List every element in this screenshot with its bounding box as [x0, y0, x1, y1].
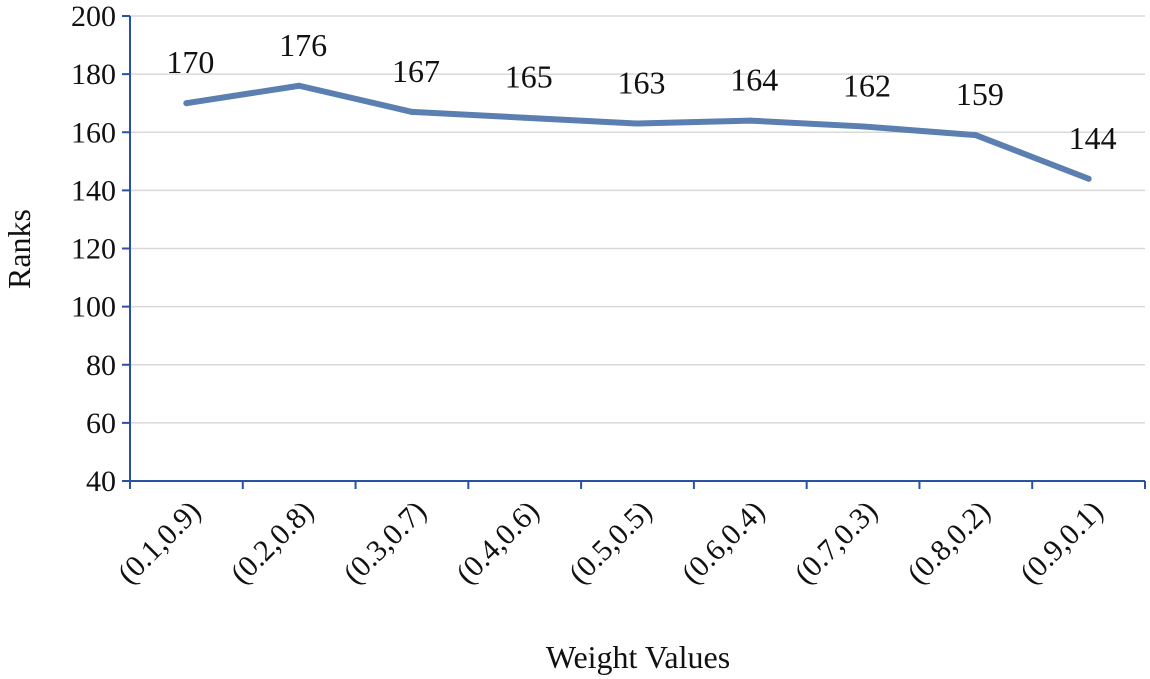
data-label: 163 — [618, 65, 666, 101]
data-label: 164 — [730, 62, 778, 98]
y-tick-label: 140 — [71, 174, 116, 207]
data-point — [296, 82, 303, 89]
x-tick-label: (0.5,0.5) — [563, 495, 659, 591]
x-tick-label: (0.2,0.8) — [224, 495, 320, 591]
x-tick-labels: (0.1,0.9) (0.2,0.8) (0.3,0.7) (0.4,0.6) (0.5… — [112, 495, 1110, 591]
data-point — [747, 117, 754, 124]
x-tick-label: (0.9,0.1) — [1014, 495, 1110, 591]
data-labels: 170 176 167 165 163 164 162 159 144 — [166, 27, 1116, 156]
data-label: 162 — [843, 67, 891, 103]
data-point — [183, 100, 190, 107]
x-axis-title: Weight Values — [546, 639, 730, 675]
y-tick-label: 60 — [86, 407, 116, 440]
data-label: 144 — [1069, 120, 1117, 156]
data-label: 165 — [505, 59, 553, 95]
x-tick-label: (0.7,0.3) — [788, 495, 884, 591]
x-tick-label: (0.4,0.6) — [450, 495, 546, 591]
data-point — [634, 120, 641, 127]
data-point — [408, 108, 415, 115]
x-tick-label: (0.6,0.4) — [675, 495, 771, 591]
y-tick-label: 40 — [86, 465, 116, 498]
y-tick-label: 80 — [86, 349, 116, 382]
y-tick-label: 200 — [71, 0, 116, 33]
data-label: 167 — [392, 53, 440, 89]
gridlines — [130, 15, 1145, 424]
data-point — [860, 123, 867, 130]
data-point — [1085, 175, 1092, 182]
axes — [122, 15, 1146, 489]
y-tick-label: 120 — [71, 233, 116, 266]
y-tick-label: 100 — [71, 291, 116, 324]
x-tick-label: (0.1,0.9) — [112, 495, 208, 591]
y-tick-label: 160 — [71, 116, 116, 149]
data-label: 159 — [956, 76, 1004, 112]
y-axis-title: Ranks — [1, 209, 37, 289]
x-tick-label: (0.3,0.7) — [337, 495, 433, 591]
y-tick-label: 180 — [71, 58, 116, 91]
data-label: 170 — [166, 44, 214, 80]
data-point — [972, 132, 979, 139]
data-point — [521, 114, 528, 121]
data-label: 176 — [279, 27, 327, 63]
y-tick-labels: 40 60 80 100 120 140 160 180 200 — [71, 0, 116, 498]
series-group — [183, 82, 1092, 182]
x-tick-label: (0.8,0.2) — [901, 495, 997, 591]
